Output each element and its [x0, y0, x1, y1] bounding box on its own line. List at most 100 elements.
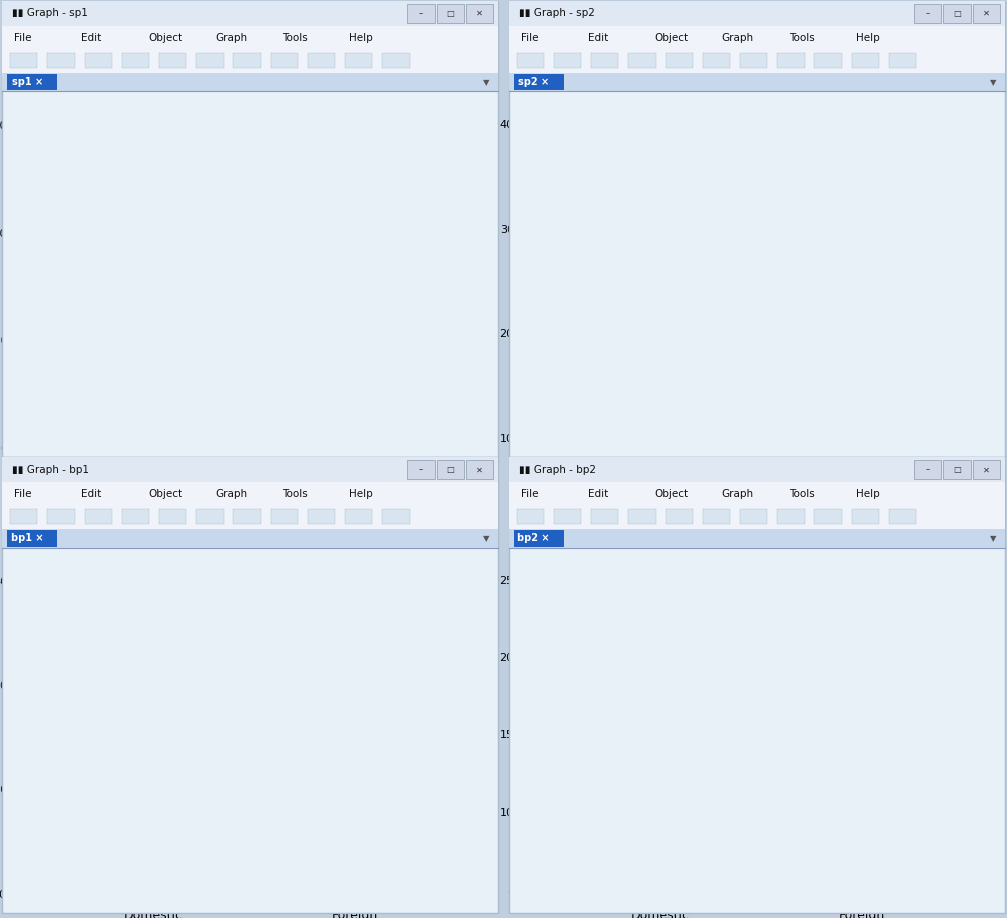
Point — [170, 329, 186, 343]
Point — [614, 242, 630, 257]
Point — [253, 345, 269, 360]
Point — [848, 378, 864, 393]
Point — [197, 287, 213, 302]
Point — [685, 305, 701, 319]
Point — [725, 316, 741, 330]
Text: Help: Help — [856, 33, 879, 43]
Point — [702, 357, 718, 372]
Text: ✕: ✕ — [476, 465, 483, 475]
Text: Object: Object — [655, 33, 689, 43]
Text: Tools: Tools — [282, 33, 308, 43]
Text: Object: Object — [655, 489, 689, 499]
Point — [747, 388, 763, 403]
Point — [170, 287, 186, 302]
Point — [184, 333, 200, 348]
Point — [87, 306, 103, 320]
Point — [170, 316, 186, 330]
Point — [240, 357, 256, 372]
Point — [267, 351, 283, 365]
Point — [743, 326, 759, 341]
Point — [74, 185, 90, 199]
Point — [573, 211, 589, 226]
Point — [295, 341, 311, 356]
Text: Graph: Graph — [722, 33, 754, 43]
Text: Object: Object — [148, 489, 182, 499]
Point — [732, 399, 748, 414]
Point — [715, 295, 731, 309]
Text: Help: Help — [349, 489, 373, 499]
Point — [623, 274, 639, 288]
Point — [308, 329, 324, 343]
Point — [322, 357, 338, 372]
Text: bp2 ×: bp2 × — [518, 533, 550, 543]
Point — [698, 305, 714, 319]
Text: Graph: Graph — [215, 33, 248, 43]
Point — [664, 242, 680, 257]
Point — [590, 106, 606, 121]
Point — [881, 409, 897, 424]
Text: ▼: ▼ — [990, 78, 996, 86]
Text: ✕: ✕ — [983, 9, 990, 18]
Point — [240, 341, 256, 356]
Point — [825, 336, 841, 351]
Point — [156, 308, 172, 323]
Point — [129, 358, 145, 373]
Point — [197, 322, 213, 337]
Point — [142, 316, 158, 330]
Point — [74, 206, 90, 220]
Text: –: – — [925, 465, 929, 475]
Text: Help: Help — [856, 489, 879, 499]
Point — [661, 221, 677, 236]
Point — [253, 232, 269, 247]
Point — [606, 169, 622, 184]
Point — [822, 367, 838, 382]
Point — [932, 388, 949, 403]
Text: Graph: Graph — [215, 489, 248, 499]
Text: ▮▮ Graph - sp2: ▮▮ Graph - sp2 — [519, 8, 594, 18]
Text: File: File — [521, 489, 538, 499]
Point — [645, 274, 662, 288]
Text: □: □ — [953, 465, 961, 475]
Point — [795, 347, 811, 362]
Text: Edit: Edit — [82, 33, 102, 43]
Point — [267, 308, 283, 323]
Point — [581, 211, 597, 226]
Point — [755, 316, 771, 330]
Point — [240, 360, 256, 375]
Point — [825, 399, 841, 414]
Point — [685, 274, 701, 288]
Point — [752, 357, 769, 372]
Point — [582, 169, 598, 184]
PathPatch shape — [812, 734, 912, 796]
Point — [308, 357, 324, 372]
Text: File: File — [14, 489, 31, 499]
Point — [170, 337, 186, 352]
Point — [211, 351, 228, 365]
Point — [240, 351, 256, 365]
Point — [281, 353, 297, 367]
Point — [948, 409, 964, 424]
Point — [672, 284, 688, 298]
Point — [710, 284, 726, 298]
Text: Help: Help — [349, 33, 373, 43]
Point — [576, 242, 592, 257]
Point — [59, 136, 76, 151]
Y-axis label: Trunk space (cu. ft.): Trunk space (cu. ft.) — [482, 668, 495, 786]
Text: File: File — [521, 33, 538, 43]
Point — [240, 351, 256, 365]
Text: ▮▮ Graph - bp1: ▮▮ Graph - bp1 — [12, 465, 89, 475]
Point — [841, 326, 857, 341]
Point — [197, 353, 213, 367]
Point — [846, 347, 862, 362]
Point — [550, 118, 566, 132]
Point — [592, 169, 608, 184]
Point — [156, 353, 172, 367]
Point — [87, 196, 103, 210]
Point — [295, 307, 311, 321]
Point — [650, 284, 666, 298]
Point — [675, 221, 691, 236]
Point — [881, 378, 897, 393]
Point — [579, 169, 595, 184]
Point — [101, 341, 117, 355]
X-axis label: Weight (lbs.): Weight (lbs.) — [723, 468, 799, 481]
